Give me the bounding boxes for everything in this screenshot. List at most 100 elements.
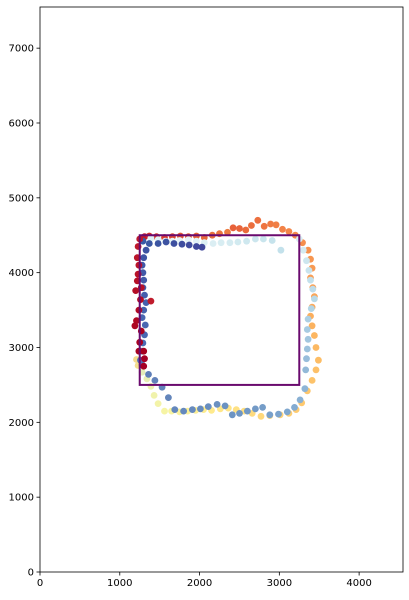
scatter-point xyxy=(311,332,318,339)
scatter-point xyxy=(147,234,155,242)
y-tick-label: 4000 xyxy=(9,268,34,279)
scatter-point xyxy=(267,220,274,228)
y-tick-label: 6000 xyxy=(9,118,34,129)
scatter-point xyxy=(151,377,159,384)
scatter-point xyxy=(302,366,310,374)
y-tick-label: 1000 xyxy=(9,493,34,504)
scatter-point xyxy=(197,405,204,413)
scatter-point xyxy=(229,224,237,232)
scatter-point xyxy=(133,317,140,324)
scatter-point xyxy=(291,404,298,411)
y-tick-label: 7000 xyxy=(9,44,34,55)
scatter-point xyxy=(213,401,221,408)
scatter-point xyxy=(309,285,317,293)
scatter-point xyxy=(209,240,217,247)
scatter-point xyxy=(303,355,310,363)
scatter-point xyxy=(193,243,200,250)
scatter-point xyxy=(236,225,243,232)
scatter-point xyxy=(254,216,262,224)
scatter-point xyxy=(165,394,172,401)
scatter-point xyxy=(279,225,286,233)
scatter-point xyxy=(266,411,274,419)
scatter-point xyxy=(141,355,148,363)
x-tick-label: 4000 xyxy=(346,578,371,589)
y-tick-label: 5000 xyxy=(9,193,34,204)
scatter-point xyxy=(311,295,318,303)
scatter-point xyxy=(140,254,148,262)
scatter-point xyxy=(304,335,312,343)
scatter-point xyxy=(308,377,316,384)
scatter-point xyxy=(171,406,179,413)
plot-area xyxy=(40,7,403,572)
scatter-point xyxy=(304,246,312,254)
scatter-point xyxy=(272,221,280,229)
scatter-point xyxy=(224,228,231,236)
axes-frame xyxy=(39,6,404,573)
scatter-point xyxy=(147,297,155,305)
scatter-point xyxy=(141,291,148,299)
scatter-point xyxy=(198,243,206,251)
y-tick-label: 2000 xyxy=(9,418,34,429)
scatter-point xyxy=(180,407,188,415)
scatter-point xyxy=(236,410,243,417)
scatter-point xyxy=(145,240,153,247)
scatter-point xyxy=(259,404,266,411)
x-tick-label: 1000 xyxy=(107,578,132,589)
scatter-point xyxy=(268,237,276,244)
scatter-point xyxy=(228,411,236,419)
scatter-point xyxy=(140,347,148,355)
x-tick-label: 3000 xyxy=(267,578,292,589)
reference-rectangle xyxy=(138,234,301,386)
scatter-point xyxy=(234,238,242,246)
scatter-point xyxy=(243,237,251,245)
scatter-point xyxy=(140,276,148,284)
scatter-point xyxy=(312,344,320,351)
x-tick-label: 2000 xyxy=(187,578,212,589)
scatter-point xyxy=(161,407,168,415)
scatter-point xyxy=(252,235,259,243)
scatter-point xyxy=(252,405,259,413)
scatter-point xyxy=(154,240,162,247)
scatter-point xyxy=(145,371,152,378)
scatter-point xyxy=(275,410,282,418)
scatter-point xyxy=(301,385,309,393)
scatter-point xyxy=(142,246,150,254)
scatter-point xyxy=(132,287,140,294)
scatter-point xyxy=(277,246,285,254)
scatter-point xyxy=(304,315,312,323)
scatter-point xyxy=(193,237,200,245)
scatter-point xyxy=(170,240,178,247)
scatter-point xyxy=(204,403,212,410)
scatter-point xyxy=(285,228,293,235)
scatter-point xyxy=(162,238,170,246)
scatter-point xyxy=(303,326,311,333)
scatter-point xyxy=(221,402,229,410)
y-tick-label: 3000 xyxy=(9,343,34,354)
scatter-point xyxy=(308,322,316,330)
y-tick-label: 0 xyxy=(28,568,34,579)
scatter-point xyxy=(257,412,265,420)
scatter-point xyxy=(296,396,304,404)
axes: 0 1000 2000 3000 4000 0 1000 2000 3000 4000 5000 60… xyxy=(9,6,404,589)
scatter-point xyxy=(185,236,192,244)
scatter-point xyxy=(150,392,158,399)
scatter-point xyxy=(260,235,267,243)
x-tick-label: 0 xyxy=(37,578,43,589)
scatter-point xyxy=(141,321,149,329)
scatter-point xyxy=(283,408,291,416)
scatter-point xyxy=(140,362,148,370)
scatter-point xyxy=(189,406,196,413)
scatter-point xyxy=(185,241,193,249)
scatter-point xyxy=(217,239,225,247)
scatter-point xyxy=(140,306,148,314)
scatter-point xyxy=(299,246,307,254)
scatter-point xyxy=(303,345,311,353)
scatter-point xyxy=(303,257,310,265)
scatter-point xyxy=(242,226,250,234)
scatter-point xyxy=(312,366,320,374)
scatter-point xyxy=(226,239,234,247)
scatter-point xyxy=(154,400,162,407)
plot-background xyxy=(40,7,403,572)
